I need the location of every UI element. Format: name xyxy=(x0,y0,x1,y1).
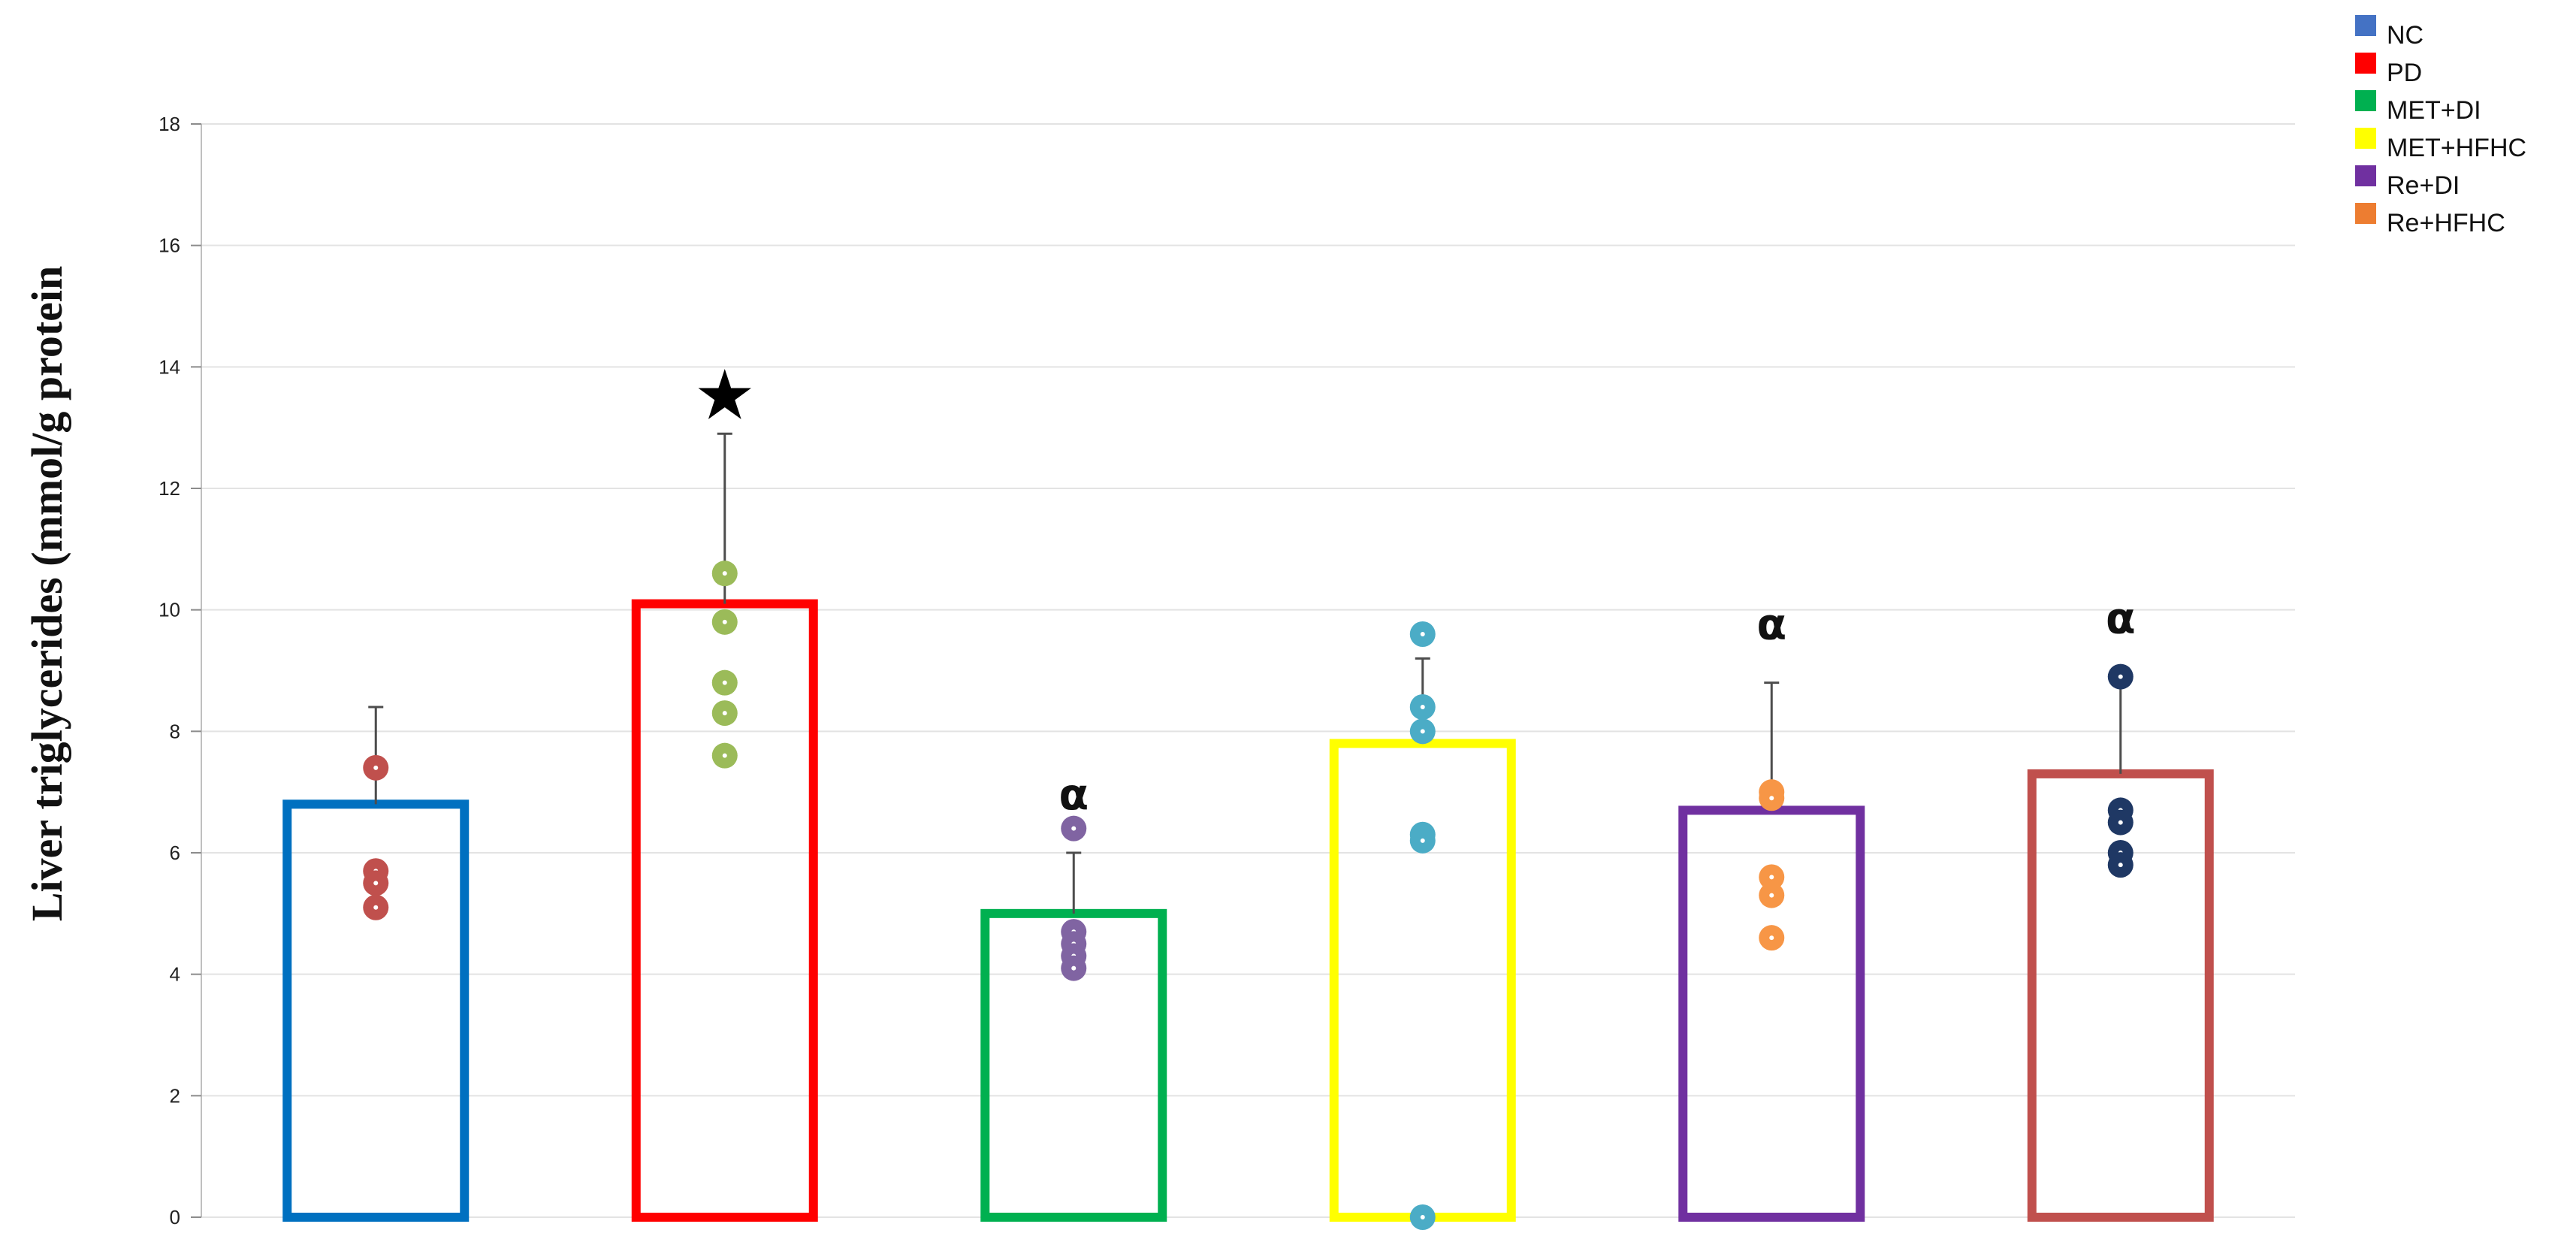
data-point-highlight xyxy=(373,765,379,770)
y-tick-label: 16 xyxy=(159,234,180,257)
data-point-highlight xyxy=(373,905,379,910)
legend-swatch xyxy=(2355,203,2376,224)
legend-label: MET+HFHC xyxy=(2387,134,2526,162)
significance-alpha: α xyxy=(1756,599,1786,650)
y-axis-title: Liver triglycerides (mmol/g protein xyxy=(23,266,71,922)
data-point-highlight xyxy=(2118,820,2123,825)
data-point-highlight xyxy=(722,680,727,685)
legend-swatch xyxy=(2355,53,2376,74)
data-point-highlight xyxy=(1420,729,1425,734)
y-tick-label: 8 xyxy=(170,720,180,742)
legend-label: NC xyxy=(2387,21,2423,50)
data-point-highlight xyxy=(722,619,727,624)
data-point-highlight xyxy=(1071,965,1077,971)
y-tick-label: 6 xyxy=(170,842,180,864)
data-point-highlight xyxy=(373,881,379,886)
y-tick-label: 14 xyxy=(159,355,180,378)
y-tick-label: 12 xyxy=(159,477,180,500)
data-point-highlight xyxy=(1769,796,1774,801)
data-point-highlight xyxy=(722,711,727,716)
y-tick-label: 2 xyxy=(170,1084,180,1107)
y-axis: 0 2 4 6 8 10 12 14 16 18 xyxy=(159,113,202,1228)
significance-star: ★ xyxy=(694,355,756,435)
legend-swatch xyxy=(2355,165,2376,186)
significance-alpha: α xyxy=(2106,593,2136,644)
data-point-highlight xyxy=(1071,826,1077,831)
y-tick-label: 4 xyxy=(170,963,180,986)
y-tick-label: 10 xyxy=(159,599,180,621)
legend-label: PD xyxy=(2387,59,2422,87)
legend-label: Re+DI xyxy=(2387,171,2460,200)
bar-met-hfhc xyxy=(1329,739,1516,1222)
data-point-highlight xyxy=(1420,838,1425,843)
data-points xyxy=(363,561,2134,1230)
legend-swatch xyxy=(2355,90,2376,111)
data-point-highlight xyxy=(1420,1215,1425,1219)
legend: NC PD MET+DI MET+HFHC Re+DI Re+HFHC xyxy=(2355,15,2526,237)
legend-label: Re+HFHC xyxy=(2387,209,2505,237)
data-point-highlight xyxy=(1769,935,1774,941)
bar-pd xyxy=(631,599,818,1222)
data-point-highlight xyxy=(1420,632,1425,636)
gridlines xyxy=(201,123,2295,1218)
data-point-highlight xyxy=(722,753,727,758)
data-point-highlight xyxy=(2118,863,2123,868)
data-point-highlight xyxy=(2118,674,2123,679)
y-tick-label: 0 xyxy=(170,1206,180,1228)
data-point-highlight xyxy=(722,571,727,576)
significance-annotations: ★ α α α xyxy=(694,355,2136,820)
legend-label: MET+DI xyxy=(2387,96,2481,125)
legend-swatch xyxy=(2355,15,2376,36)
data-point-highlight xyxy=(1420,705,1425,709)
data-point-highlight xyxy=(1769,893,1774,898)
data-point-highlight xyxy=(1769,875,1774,880)
y-tick-label: 18 xyxy=(159,113,180,135)
legend-swatch xyxy=(2355,128,2376,149)
significance-alpha: α xyxy=(1058,769,1089,820)
bars xyxy=(282,599,2214,1222)
